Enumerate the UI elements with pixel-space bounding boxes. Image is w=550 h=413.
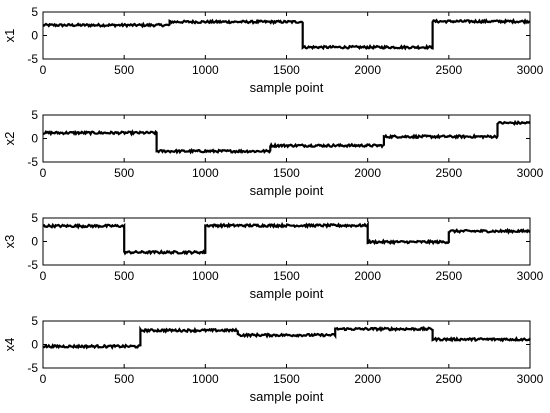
x-axis-label-4: sample point [250, 389, 324, 404]
series-line-4 [43, 325, 531, 350]
x-tick-label-3: 1000 [192, 269, 219, 283]
x-tick-label-3: 2500 [435, 269, 462, 283]
x-tick-label-4: 1000 [192, 372, 219, 386]
x-tick-label-4: 2000 [354, 372, 381, 386]
y-tick-label-1: 5 [31, 5, 38, 19]
x-tick-label-3: 2000 [354, 269, 381, 283]
x-tick-label-2: 1000 [192, 166, 219, 180]
y-tick-label-2: -5 [27, 155, 38, 169]
x-tick-label-3: 1500 [273, 269, 300, 283]
x-tick-label-3: 500 [114, 269, 134, 283]
x-axis-label-3: sample point [250, 286, 324, 301]
series-line-2 [42, 119, 531, 155]
y-tick-label-4: 5 [31, 314, 38, 328]
x-tick-label-1: 1500 [273, 63, 300, 77]
y-tick-label-2: 5 [31, 108, 38, 122]
x-axis-label-2: sample point [250, 183, 324, 198]
x-tick-label-1: 3000 [517, 63, 544, 77]
y-tick-label-4: 0 [31, 338, 38, 352]
x-tick-label-4: 0 [40, 372, 47, 386]
x-tick-label-3: 3000 [517, 269, 544, 283]
y-axis-label-1: x1 [2, 29, 17, 43]
x-tick-label-2: 500 [114, 166, 134, 180]
x-tick-label-1: 2500 [435, 63, 462, 77]
x-tick-label-4: 3000 [517, 372, 544, 386]
y-axis-label-4: x4 [2, 338, 17, 352]
x-tick-label-4: 500 [114, 372, 134, 386]
y-tick-label-3: 5 [31, 211, 38, 225]
x-tick-label-1: 2000 [354, 63, 381, 77]
plot-area-4 [42, 320, 531, 369]
x-tick-label-3: 0 [40, 269, 47, 283]
y-axis-label-3: x3 [2, 235, 17, 249]
x-tick-label-2: 2000 [354, 166, 381, 180]
x-tick-label-1: 1000 [192, 63, 219, 77]
x-tick-label-1: 500 [114, 63, 134, 77]
x-tick-label-4: 2500 [435, 372, 462, 386]
x-tick-label-2: 0 [40, 166, 47, 180]
x-tick-label-2: 3000 [517, 166, 544, 180]
y-tick-label-2: 0 [31, 132, 38, 146]
y-axis-label-2: x2 [2, 132, 17, 146]
x-axis-label-1: sample point [250, 80, 324, 95]
x-tick-label-2: 2500 [435, 166, 462, 180]
y-tick-label-3: 0 [31, 235, 38, 249]
y-tick-label-4: -5 [27, 361, 38, 375]
x-tick-label-2: 1500 [273, 166, 300, 180]
x-tick-label-1: 0 [40, 63, 47, 77]
series-line-3 [42, 220, 531, 256]
x-tick-label-4: 1500 [273, 372, 300, 386]
series-line-1 [42, 17, 531, 51]
y-tick-label-1: -5 [27, 52, 38, 66]
y-tick-label-1: 0 [31, 29, 38, 43]
y-tick-label-3: -5 [27, 258, 38, 272]
plot-area-2 [42, 114, 531, 163]
plot-area-1 [42, 11, 531, 60]
